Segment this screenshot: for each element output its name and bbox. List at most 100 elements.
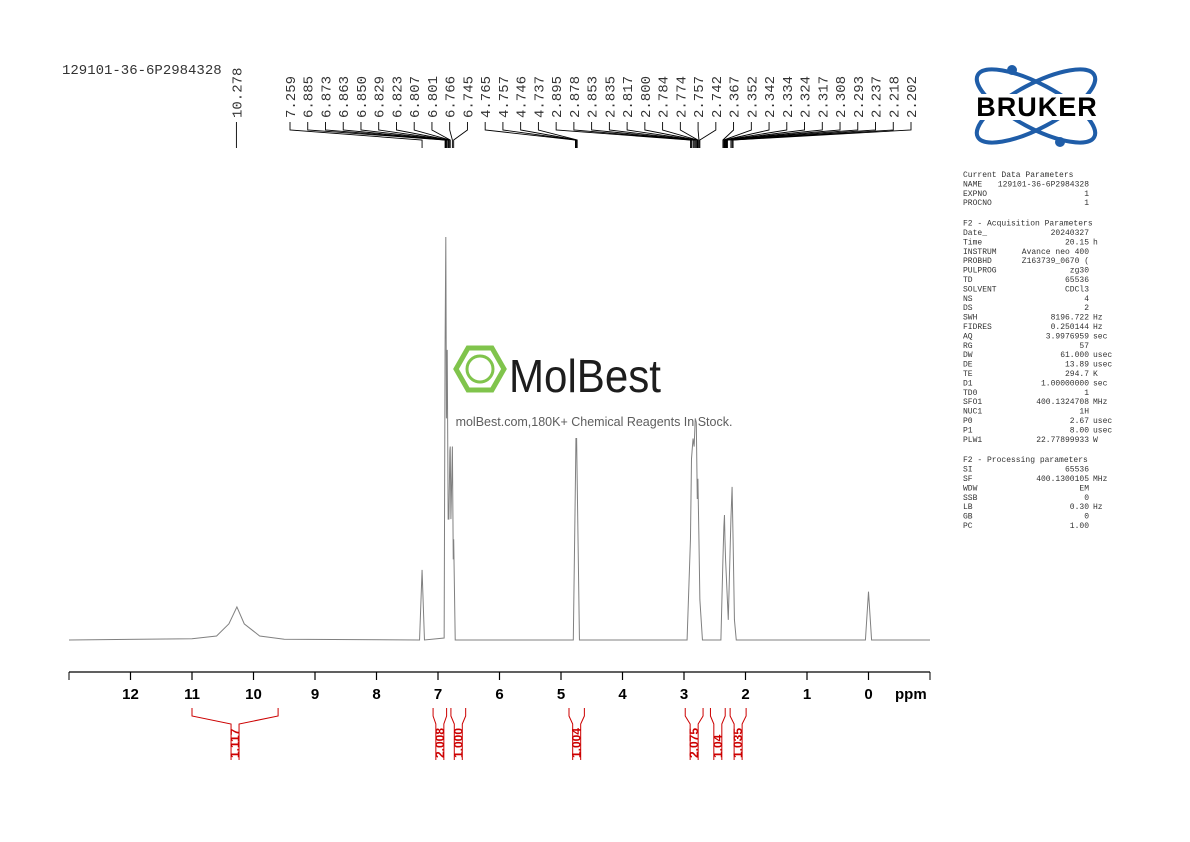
parameter-key: TD xyxy=(963,276,973,285)
sample-id: 129101-36-6P2984328 xyxy=(62,63,222,79)
parameter-value: CDCl3 xyxy=(1065,285,1089,294)
integral-bracket xyxy=(729,708,735,760)
x-tick-label: 11 xyxy=(184,686,200,703)
parameter-key: RG xyxy=(963,342,973,351)
parameter-value: 294.7 xyxy=(1065,370,1089,379)
parameter-value: 1.00 xyxy=(1070,522,1089,531)
x-tick-label: 1 xyxy=(803,686,811,703)
parameter-value: EM xyxy=(1079,484,1089,493)
parameter-value: Z163739_0670 ( xyxy=(1022,257,1089,266)
integral-bracket xyxy=(461,708,467,760)
peak-label: 2.308 xyxy=(834,76,850,118)
parameter-unit: usec xyxy=(1093,351,1112,360)
integral-bracket xyxy=(580,708,585,760)
parameter-unit: h xyxy=(1093,238,1098,247)
x-tick-label: 5 xyxy=(557,686,565,703)
peak-leader xyxy=(484,122,576,148)
peak-leader xyxy=(289,122,423,148)
peak-leader xyxy=(699,122,717,148)
x-tick-label: 9 xyxy=(311,686,319,703)
peak-label: 2.317 xyxy=(816,76,832,118)
watermark-hexagon xyxy=(453,345,507,393)
parameter-value: 13.89 xyxy=(1065,361,1089,370)
watermark-brand: MolBest xyxy=(509,350,661,402)
integral-value: 1.004 xyxy=(570,728,584,758)
parameter-key: LB xyxy=(963,503,973,512)
peak-leader xyxy=(722,122,735,148)
parameter-unit: MHz xyxy=(1093,398,1108,407)
logo-band xyxy=(960,94,1114,120)
peak-label: 6.850 xyxy=(355,76,371,118)
peak-label: 4.737 xyxy=(532,76,548,118)
peak-label: 2.324 xyxy=(799,76,815,118)
peak-label: 2.334 xyxy=(781,76,797,118)
parameter-value: 2 xyxy=(1084,304,1089,313)
peak-leader xyxy=(449,122,453,148)
peak-leader xyxy=(502,122,577,148)
parameter-unit: sec xyxy=(1093,379,1108,388)
peak-label: 6.885 xyxy=(302,76,318,118)
integral-bracket xyxy=(741,708,747,760)
parameter-value: 65536 xyxy=(1065,466,1089,475)
parameter-key: PROCNO xyxy=(963,199,992,208)
watermark: MolBest molBest.com,180K+ Chemical Reage… xyxy=(453,345,732,429)
parameter-key: DW xyxy=(963,351,973,360)
parameter-value: 129101-36-6P2984328 xyxy=(998,180,1089,189)
peak-leader xyxy=(732,122,912,148)
parameter-value: 2.67 xyxy=(1070,417,1089,426)
peak-leader xyxy=(679,122,699,148)
parameter-unit: W xyxy=(1093,436,1098,445)
parameter-value: zg30 xyxy=(1070,267,1089,276)
parameter-value: Avance neo 400 xyxy=(1022,248,1089,257)
parameter-key: SI xyxy=(963,466,973,475)
integral-value: 1.04 xyxy=(711,734,725,758)
integral-value: 1.035 xyxy=(731,728,745,758)
x-tick-label: 12 xyxy=(122,686,139,703)
x-tick-label: 4 xyxy=(618,686,627,703)
parameter-value: 1H xyxy=(1079,408,1089,417)
parameter-value: 400.1324708 xyxy=(1036,398,1089,407)
peak-label: 2.237 xyxy=(870,76,886,118)
integral-value: 1.000 xyxy=(451,728,465,758)
peak-leader xyxy=(342,122,447,148)
parameter-value: 0 xyxy=(1084,513,1089,522)
logo-orbit xyxy=(974,67,1098,145)
logo-orbit xyxy=(974,67,1098,145)
integral-value: 2.075 xyxy=(687,728,701,758)
integral-bracket xyxy=(709,708,715,760)
peak-leader xyxy=(453,122,468,148)
parameter-unit: K xyxy=(1093,370,1098,379)
logo-dot xyxy=(1007,65,1017,75)
integral-bracket xyxy=(238,708,279,760)
peak-leader xyxy=(591,122,694,148)
peak-leader xyxy=(730,122,876,148)
x-tick-label: 6 xyxy=(495,686,503,703)
peak-label: 2.817 xyxy=(621,76,637,118)
peak-label: 4.746 xyxy=(515,76,531,118)
peak-leader xyxy=(727,122,859,148)
parameter-key: Date_ xyxy=(963,229,987,238)
parameter-key: P0 xyxy=(963,417,973,426)
peak-leader xyxy=(608,122,695,148)
parameter-section-title: F2 - Processing parameters xyxy=(963,456,1088,465)
parameter-value: 3.9976959 xyxy=(1046,332,1089,341)
integral-bracket xyxy=(443,708,448,760)
peak-label: 6.745 xyxy=(461,76,477,118)
parameter-key: TD0 xyxy=(963,389,978,398)
parameter-value: 4 xyxy=(1084,295,1089,304)
parameter-value: 57 xyxy=(1079,342,1089,351)
parameter-key: GB xyxy=(963,513,973,522)
parameter-value: 1 xyxy=(1084,199,1089,208)
parameter-key: FIDRES xyxy=(963,323,992,332)
peak-label: 2.742 xyxy=(710,76,726,118)
parameter-key: SWH xyxy=(963,314,978,323)
parameter-value: 1 xyxy=(1084,389,1089,398)
peak-leader xyxy=(396,122,450,148)
peak-label: 2.800 xyxy=(639,76,655,118)
peak-label: 2.835 xyxy=(603,76,619,118)
integral-bracket xyxy=(721,708,726,760)
peak-label: 2.895 xyxy=(550,76,566,118)
integral-bracket xyxy=(450,708,455,760)
parameter-value: 61.000 xyxy=(1060,351,1089,360)
